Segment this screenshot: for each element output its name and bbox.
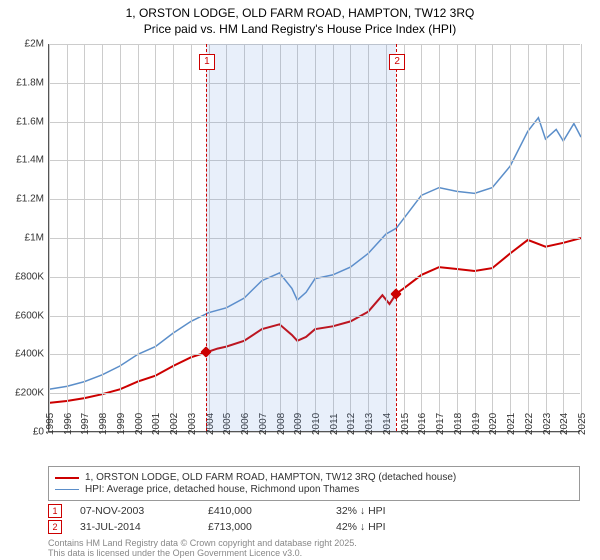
y-tick-label: £1M [0,233,44,244]
x-tick-label: 2019 [471,413,482,435]
gridline-v [191,44,192,431]
gridline-v [581,44,582,431]
chart-title: 1, ORSTON LODGE, OLD FARM ROAD, HAMPTON,… [0,0,600,37]
sale-row: 2 31-JUL-2014 £713,000 42% ↓ HPI [48,520,580,534]
x-tick-label: 2022 [524,413,535,435]
x-tick-label: 2003 [187,413,198,435]
x-tick-label: 2025 [577,413,588,435]
chart-container: 1, ORSTON LODGE, OLD FARM ROAD, HAMPTON,… [0,0,600,560]
x-tick-label: 2018 [453,413,464,435]
footnote: Contains HM Land Registry data © Crown c… [48,538,357,559]
x-tick-label: 1995 [45,413,56,435]
gridline-v [404,44,405,431]
gridline-v [563,44,564,431]
y-tick-label: £0 [0,427,44,438]
x-tick-label: 2001 [151,413,162,435]
sale-index: 1 [48,504,62,518]
y-tick-label: £200K [0,388,44,399]
gridline-v [492,44,493,431]
sale-price: £713,000 [208,521,318,533]
gridline-v [120,44,121,431]
title-line-2: Price paid vs. HM Land Registry's House … [144,22,456,36]
sale-row: 1 07-NOV-2003 £410,000 32% ↓ HPI [48,504,580,518]
x-tick-label: 2021 [506,413,517,435]
gridline-v [475,44,476,431]
ownership-shade [206,44,396,431]
sale-hpi-diff: 42% ↓ HPI [336,521,386,533]
gridline-v [49,44,50,431]
x-tick-label: 2000 [134,413,145,435]
legend-item: 1, ORSTON LODGE, OLD FARM ROAD, HAMPTON,… [55,472,573,483]
gridline-v [155,44,156,431]
gridline-v [84,44,85,431]
y-tick-label: £1.6M [0,116,44,127]
y-tick-label: £2M [0,39,44,50]
legend: 1, ORSTON LODGE, OLD FARM ROAD, HAMPTON,… [48,466,580,501]
x-tick-label: 2015 [400,413,411,435]
x-tick-label: 1998 [98,413,109,435]
y-tick-label: £1.8M [0,77,44,88]
x-tick-label: 2023 [542,413,553,435]
gridline-v [528,44,529,431]
sale-index: 2 [48,520,62,534]
plot-region: £0£200K£400K£600K£800K£1M£1.2M£1.4M£1.6M… [48,44,580,432]
gridline-v [421,44,422,431]
chart-area: £0£200K£400K£600K£800K£1M£1.2M£1.4M£1.6M… [48,44,580,432]
title-line-1: 1, ORSTON LODGE, OLD FARM ROAD, HAMPTON,… [126,6,475,20]
y-tick-label: £800K [0,271,44,282]
x-tick-label: 2017 [435,413,446,435]
gridline-v [138,44,139,431]
gridline-v [546,44,547,431]
y-tick-label: £600K [0,310,44,321]
legend-swatch [55,477,79,479]
sale-flag-label: 1 [199,54,215,70]
x-tick-label: 1997 [80,413,91,435]
sale-price: £410,000 [208,505,318,517]
sale-date: 07-NOV-2003 [80,505,190,517]
legend-item: HPI: Average price, detached house, Rich… [55,484,573,495]
legend-label: HPI: Average price, detached house, Rich… [85,484,359,495]
legend-swatch [55,489,79,490]
y-tick-label: £1.4M [0,155,44,166]
sale-date: 31-JUL-2014 [80,521,190,533]
gridline-v [102,44,103,431]
x-tick-label: 2016 [417,413,428,435]
x-tick-label: 2002 [169,413,180,435]
sale-flag-label: 2 [389,54,405,70]
x-tick-label: 2024 [559,413,570,435]
gridline-v [510,44,511,431]
sales-table: 1 07-NOV-2003 £410,000 32% ↓ HPI 2 31-JUL-201… [48,502,580,536]
sale-flag [206,44,207,431]
legend-label: 1, ORSTON LODGE, OLD FARM ROAD, HAMPTON,… [85,472,456,483]
footnote-line-1: Contains HM Land Registry data © Crown c… [48,538,357,548]
y-tick-label: £400K [0,349,44,360]
gridline-v [67,44,68,431]
sale-flag [396,44,397,431]
sale-hpi-diff: 32% ↓ HPI [336,505,386,517]
x-tick-label: 1996 [63,413,74,435]
footnote-line-2: This data is licensed under the Open Gov… [48,548,302,558]
x-tick-label: 1999 [116,413,127,435]
gridline-v [173,44,174,431]
x-tick-label: 2020 [488,413,499,435]
gridline-v [457,44,458,431]
gridline-v [439,44,440,431]
y-tick-label: £1.2M [0,194,44,205]
